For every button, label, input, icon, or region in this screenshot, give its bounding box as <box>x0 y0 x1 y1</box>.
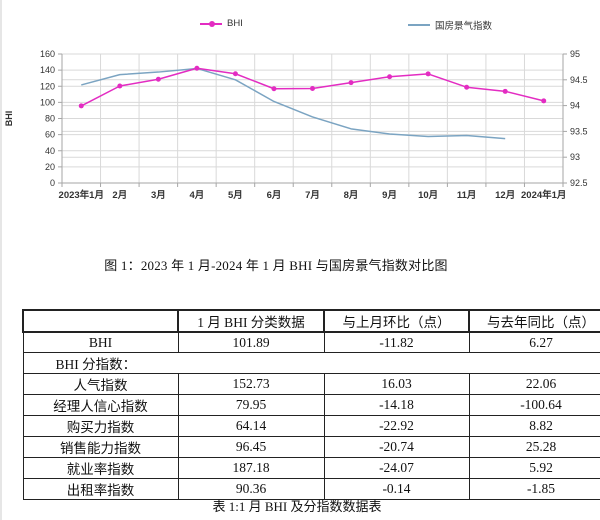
table-row-label-cell: 就业率指数 <box>22 457 179 479</box>
left-axis-tick-label: 60 <box>45 130 55 140</box>
table-value-cell: 8.82 <box>468 415 600 437</box>
bhi-data-table: 1 月 BHI 分类数据 与上月环比（点） 与去年同比（点） BHI 101.89 -11… <box>22 309 600 500</box>
left-axis-title: BHI <box>4 111 14 127</box>
table-value-cell: 16.03 <box>323 373 470 395</box>
left-axis-tick-label: 100 <box>40 97 55 107</box>
x-axis-category-label: 10月 <box>418 190 438 201</box>
table-row: 购买力指数 64.14 -22.92 8.82 <box>22 415 600 437</box>
right-axis-tick-label: 93 <box>570 152 580 162</box>
left-axis-tick-label: 0 <box>50 178 55 188</box>
bhi-data-marker <box>425 71 431 77</box>
table-header-cell: 1 月 BHI 分类数据 <box>177 309 325 333</box>
table-header-empty-cell <box>22 309 179 333</box>
table-value-cell: -20.74 <box>323 436 470 458</box>
legend-item-bhi: BHI <box>200 18 243 29</box>
right-axis-tick-label: 94 <box>570 101 580 111</box>
x-axis-category-label: 5月 <box>228 190 243 201</box>
legend-label-bhi: BHI <box>227 18 243 29</box>
legend-label-climate-index: 国房景气指数 <box>435 21 493 32</box>
table-value-cell: 187.18 <box>177 457 325 479</box>
x-axis-category-label: 12月 <box>495 190 515 201</box>
table-value-cell: 101.89 <box>177 331 325 353</box>
right-axis-tick-label: 93.5 <box>570 126 588 136</box>
left-axis-tick-label: 80 <box>45 114 55 124</box>
left-axis-tick-label: 160 <box>40 49 55 59</box>
bhi-line-swatch-icon <box>200 20 222 27</box>
x-axis-category-label: 2023年1月 <box>59 189 104 201</box>
table-value-cell: -0.14 <box>323 478 470 500</box>
table-row: 经理人信心指数 79.95 -14.18 -100.64 <box>22 394 600 416</box>
bhi-data-marker <box>194 65 200 71</box>
table-row: 就业率指数 187.18 -24.07 5.92 <box>22 457 600 479</box>
table-value-cell: 64.14 <box>177 415 325 437</box>
table-row: BHI 101.89 -11.82 6.27 <box>22 331 600 353</box>
table-row: 人气指数 152.73 16.03 22.06 <box>22 373 600 395</box>
table-value-cell: -14.18 <box>323 394 470 416</box>
left-axis-tick-label: 20 <box>45 162 55 172</box>
table-value-cell: 96.45 <box>177 436 325 458</box>
x-axis-category-label: 3月 <box>151 190 166 201</box>
table-value-cell: -11.82 <box>323 331 470 353</box>
x-axis-category-label: 4月 <box>189 190 204 201</box>
bhi-data-marker <box>232 71 238 77</box>
bhi-data-marker <box>78 103 84 109</box>
bhi-data-marker <box>541 98 547 104</box>
legend-item-climate-index: 国房景气指数 <box>408 18 492 32</box>
table-value-cell: -22.92 <box>323 415 470 437</box>
table-header-cell: 与上月环比（点） <box>323 309 470 333</box>
figure-caption: 图 1：2023 年 1 月-2024 年 1 月 BHI 与国房景气指数对比图 <box>104 258 448 273</box>
bhi-data-marker <box>310 86 315 92</box>
table-row-label-cell: BHI <box>22 331 179 353</box>
chart-canvas: 0 20 40 60 80 100 120 140 160 92.5 93 93.5 94 94.5 95 2… <box>4 49 588 201</box>
table-header-cell: 与去年同比（点） <box>468 309 600 333</box>
table-row-label-cell: 出租率指数 <box>22 478 179 500</box>
left-axis-tick-label: 140 <box>40 65 55 75</box>
table-value-cell: -1.85 <box>468 478 600 500</box>
bhi-data-marker <box>387 74 393 80</box>
right-axis-tick-label: 92.5 <box>570 178 588 188</box>
table-row: BHI 分指数： <box>22 352 600 374</box>
right-axis-tick-label: 95 <box>570 49 580 59</box>
x-axis-category-label: 11月 <box>457 190 477 201</box>
x-axis-category-label: 7月 <box>305 190 320 201</box>
table-row-label-cell: 销售能力指数 <box>22 436 179 458</box>
left-axis-tick-label: 40 <box>45 146 55 156</box>
x-axis-category-label: 8月 <box>344 190 359 201</box>
table-value-cell: 79.95 <box>177 394 325 416</box>
table-row-label-cell: 经理人信心指数 <box>22 394 179 416</box>
table-row-label-cell: 购买力指数 <box>22 415 179 437</box>
climate-line-swatch-icon <box>408 24 430 26</box>
bhi-data-marker <box>155 76 161 82</box>
screen-edge <box>0 0 2 520</box>
x-axis-category-label: 2月 <box>112 190 127 201</box>
table-value-cell: 90.36 <box>177 478 325 500</box>
table-header-row: 1 月 BHI 分类数据 与上月环比（点） 与去年同比（点） <box>22 309 600 333</box>
x-axis-category-label: 2024年1月 <box>521 189 566 201</box>
bhi-data-marker <box>117 83 123 89</box>
x-axis-category-label: 6月 <box>267 190 282 201</box>
table-value-cell: -24.07 <box>323 457 470 479</box>
right-axis-tick-label: 94.5 <box>570 75 588 85</box>
bhi-data-marker <box>348 80 354 86</box>
table-value-cell: 5.92 <box>468 457 600 479</box>
bhi-data-marker <box>271 86 277 92</box>
table-section-label-cell: BHI 分指数： <box>22 352 600 374</box>
table-value-cell: -100.64 <box>468 394 600 416</box>
table-value-cell: 22.06 <box>468 373 600 395</box>
table-row: 销售能力指数 96.45 -20.74 25.28 <box>22 436 600 458</box>
bhi-data-marker <box>464 84 470 90</box>
bhi-climate-chart: 0 20 40 60 80 100 120 140 160 92.5 93 93.5 94 94.5 95 2… <box>0 0 600 235</box>
left-axis-tick-label: 120 <box>40 81 55 91</box>
table-row: 出租率指数 90.36 -0.14 -1.85 <box>22 478 600 500</box>
bhi-data-marker <box>502 88 508 94</box>
table-value-cell: 152.73 <box>177 373 325 395</box>
x-axis-category-label: 9月 <box>382 190 397 201</box>
table-caption: 表 1:1 月 BHI 及分指数数据表 <box>212 499 382 514</box>
climate-series-line <box>81 67 506 140</box>
table-value-cell: 25.28 <box>468 436 600 458</box>
table-row-label-cell: 人气指数 <box>22 373 179 395</box>
table-value-cell: 6.27 <box>468 331 600 353</box>
